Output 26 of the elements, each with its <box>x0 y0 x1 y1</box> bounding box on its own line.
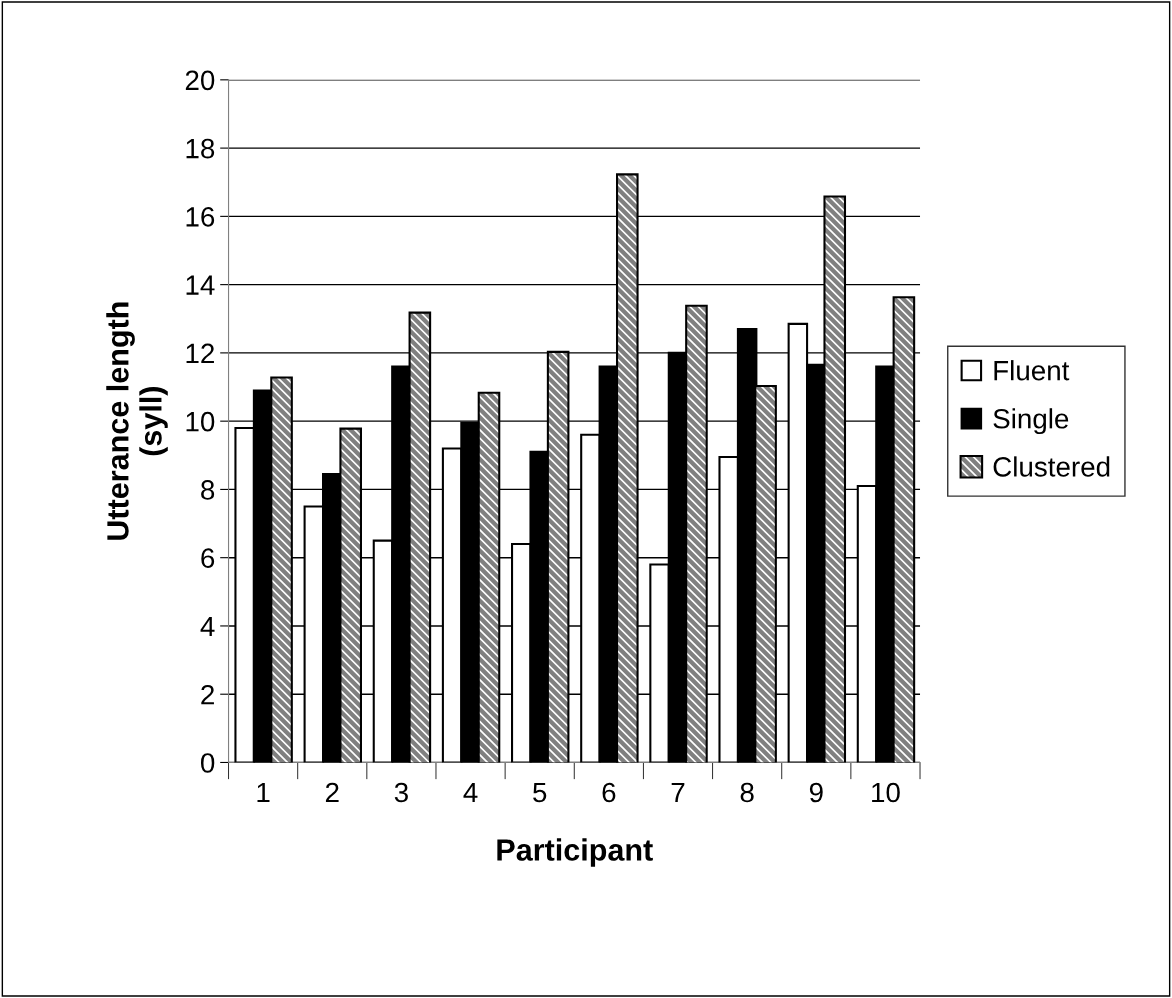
y-tick-label: 8 <box>201 480 215 500</box>
legend-label: Single <box>993 408 1069 435</box>
y-tick-label: 20 <box>185 70 215 91</box>
x-tick-label: 7 <box>671 782 685 803</box>
x-tick-label: 1 <box>257 782 270 803</box>
legend-label: Fluent <box>994 360 1070 381</box>
y-tick-label: 4 <box>200 616 215 637</box>
x-tick-label: 9 <box>809 782 823 803</box>
legend-label: Clustered <box>993 456 1110 477</box>
y-tick-label: 16 <box>186 207 215 227</box>
x-tick-label: 3 <box>394 782 408 803</box>
y-tick-label: 2 <box>201 684 214 705</box>
y-tick-label: 10 <box>186 411 215 432</box>
x-tick-label: 6 <box>602 782 616 803</box>
x-tick-label: 2 <box>325 782 339 803</box>
y-tick-label: 18 <box>186 138 215 159</box>
y-axis-title: Utterance length (syll) <box>106 302 168 540</box>
y-tick-label: 6 <box>201 548 215 569</box>
x-tick-label: 4 <box>463 782 478 803</box>
x-tick-label: 10 <box>872 782 900 803</box>
y-tick-label: 0 <box>200 753 215 773</box>
y-tick-label: 12 <box>186 343 214 363</box>
x-tick-label: 5 <box>533 782 547 803</box>
y-tick-label: 14 <box>186 275 215 295</box>
x-axis-title: Participant <box>497 838 653 867</box>
x-tick-label: 8 <box>740 782 754 803</box>
